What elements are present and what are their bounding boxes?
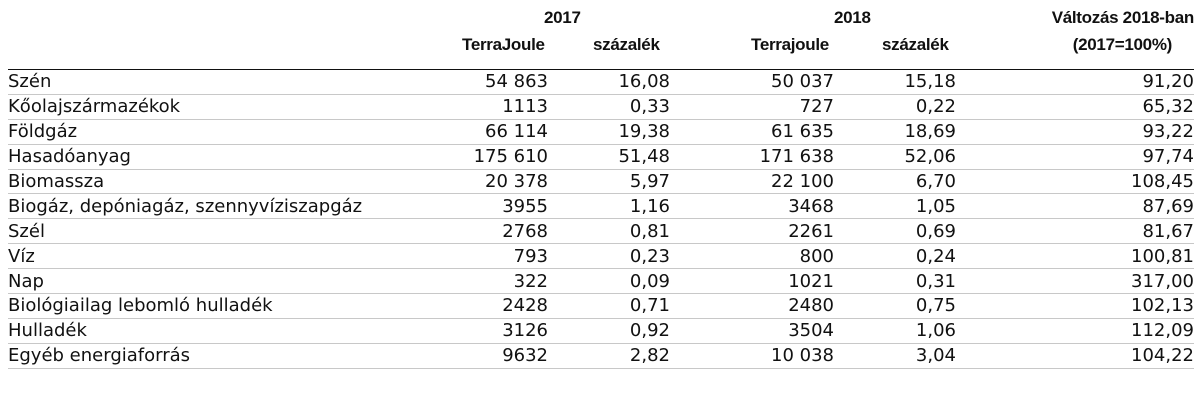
header-percent-2018: százalék [882,35,949,54]
header-year-2018: 2018 [834,8,871,27]
cell-change: 104,22 [956,343,1194,369]
cell-change: 112,09 [956,318,1194,344]
cell-terrajoule-2018: 50 037 [670,69,834,95]
row-name: Biogáz, depóniagáz, szennyvíziszapgáz [8,193,458,220]
row-name: Földgáz [8,119,458,145]
cell-terrajoule-2017: 66 114 [458,119,548,145]
cell-terrajoule-2017: 175 610 [458,144,548,170]
cell-terrajoule-2018: 10 038 [670,343,834,369]
cell-percent-2018: 6,70 [834,169,956,195]
header-terrajoule-2017: TerraJoule [462,35,545,54]
cell-change: 65,32 [956,94,1194,120]
cell-terrajoule-2017: 20 378 [458,169,548,195]
cell-change: 93,22 [956,119,1194,145]
cell-terrajoule-2017: 3955 [458,193,548,220]
cell-change: 100,81 [956,243,1194,270]
table-row: Szén 54 863 16,08 50 037 15,18 91,20 [8,69,1194,95]
table-row: Biológiailag lebomló hulladék 2428 0,71 248… [8,293,1194,319]
cell-change: 108,45 [956,169,1194,195]
cell-terrajoule-2018: 3468 [670,193,834,220]
cell-percent-2018: 18,69 [834,119,956,145]
cell-percent-2017: 0,23 [548,243,670,270]
cell-terrajoule-2017: 3126 [458,318,548,344]
energy-table: 2017 2018 Változás 2018-ban TerraJoule s… [8,6,1194,369]
cell-change: 91,20 [956,69,1194,95]
cell-percent-2018: 0,22 [834,94,956,120]
row-name: Biomassza [8,169,458,195]
table-row: Biogáz, depóniagáz, szennyvíziszapgáz 395… [8,193,1194,220]
cell-percent-2018: 3,04 [834,343,956,369]
cell-change: 81,67 [956,218,1194,245]
cell-terrajoule-2018: 171 638 [670,144,834,170]
table-row: Szél 2768 0,81 2261 0,69 81,67 [8,218,1194,245]
table-row: Víz 793 0,23 800 0,24 100,81 [8,243,1194,270]
cell-terrajoule-2017: 322 [458,268,548,295]
cell-terrajoule-2017: 9632 [458,343,548,369]
cell-percent-2018: 15,18 [834,69,956,95]
table-header: 2017 2018 Változás 2018-ban TerraJoule s… [8,6,1194,69]
cell-terrajoule-2017: 793 [458,243,548,270]
header-change-base: (2017=100%) [1072,35,1173,54]
cell-change: 102,13 [956,293,1194,319]
cell-percent-2018: 1,06 [834,318,956,344]
cell-terrajoule-2018: 61 635 [670,119,834,145]
cell-terrajoule-2017: 2768 [458,218,548,245]
header-terrajoule-2018: Terrajoule [751,35,829,54]
cell-percent-2017: 2,82 [548,343,670,369]
row-name: Víz [8,243,458,270]
table-row: Biomassza 20 378 5,97 22 100 6,70 108,45 [8,169,1194,195]
cell-terrajoule-2018: 22 100 [670,169,834,195]
cell-change: 87,69 [956,193,1194,220]
cell-percent-2017: 1,16 [548,193,670,220]
cell-percent-2017: 51,48 [548,144,670,170]
cell-percent-2017: 0,09 [548,268,670,295]
cell-percent-2018: 52,06 [834,144,956,170]
header-year-2017: 2017 [544,8,581,27]
cell-percent-2017: 0,92 [548,318,670,344]
row-name: Hulladék [8,318,458,344]
table-row: Földgáz 66 114 19,38 61 635 18,69 93,22 [8,119,1194,145]
row-name: Nap [8,268,458,295]
cell-percent-2018: 0,69 [834,218,956,245]
row-name: Egyéb energiaforrás [8,343,458,369]
table-row: Nap 322 0,09 1021 0,31 317,00 [8,268,1194,295]
table-row: Hasadóanyag 175 610 51,48 171 638 52,06 97,74 [8,144,1194,170]
cell-percent-2017: 16,08 [548,69,670,95]
row-name: Szén [8,69,458,95]
row-name: Kőolajszármazékok [8,94,458,120]
table-body: Szén 54 863 16,08 50 037 15,18 91,20 Kőolajszá… [8,69,1194,369]
cell-change: 97,74 [956,144,1194,170]
cell-percent-2018: 1,05 [834,193,956,220]
row-name: Hasadóanyag [8,144,458,170]
table-row: Egyéb energiaforrás 9632 2,82 10 038 3,04 104… [8,343,1194,369]
data-table: Szén 54 863 16,08 50 037 15,18 91,20 Kőolajszá… [8,69,1194,369]
cell-terrajoule-2018: 2261 [670,218,834,245]
cell-percent-2017: 0,81 [548,218,670,245]
cell-percent-2017: 0,33 [548,94,670,120]
cell-terrajoule-2018: 2480 [670,293,834,319]
table-row: Hulladék 3126 0,92 3504 1,06 112,09 [8,318,1194,344]
cell-percent-2018: 0,31 [834,268,956,295]
table-row: Kőolajszármazékok 1113 0,33 727 0,22 65,32 [8,94,1194,120]
cell-percent-2018: 0,24 [834,243,956,270]
cell-percent-2017: 5,97 [548,169,670,195]
cell-change: 317,00 [956,268,1194,295]
header-percent-2017: százalék [593,35,660,54]
cell-terrajoule-2018: 3504 [670,318,834,344]
row-name: Biológiailag lebomló hulladék [8,293,458,319]
cell-percent-2018: 0,75 [834,293,956,319]
header-change-title: Változás 2018-ban [1051,8,1195,27]
cell-terrajoule-2018: 800 [670,243,834,270]
cell-terrajoule-2017: 2428 [458,293,548,319]
cell-percent-2017: 0,71 [548,293,670,319]
cell-terrajoule-2017: 1113 [458,94,548,120]
cell-terrajoule-2017: 54 863 [458,69,548,95]
row-name: Szél [8,218,458,245]
cell-percent-2017: 19,38 [548,119,670,145]
cell-terrajoule-2018: 1021 [670,268,834,295]
cell-terrajoule-2018: 727 [670,94,834,120]
